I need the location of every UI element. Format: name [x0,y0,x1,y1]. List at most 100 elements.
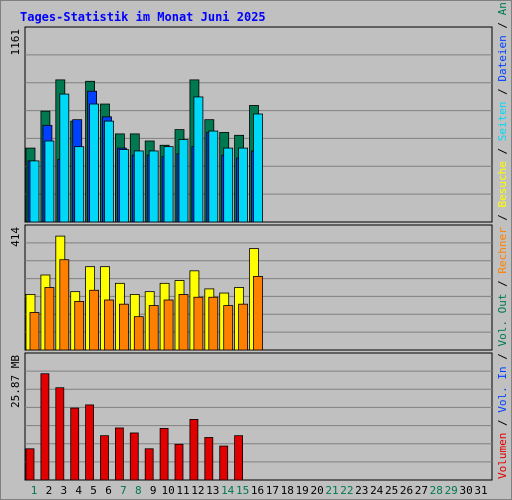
x-tick-label: 29 [445,484,458,497]
right-legend: Volumen / Vol. In / Vol. Out / Rechner /… [496,1,509,479]
bar-dateien [133,150,144,223]
bar-rechner [208,296,219,351]
panel-3: 25.87 MB [9,352,493,481]
x-tick-label: 28 [430,484,443,497]
bar-volumen [40,373,50,481]
x-tick-label: 7 [120,484,127,497]
legend-item: Volumen [496,433,509,479]
legend-item: / [496,347,509,367]
legend-item: / [496,207,509,227]
legend-item: / [496,274,509,294]
bar-rechner [163,299,174,351]
bar-volumen [234,435,244,481]
bar-dateien [148,150,159,223]
bar-rechner [104,299,114,351]
bar-volumen [204,437,214,481]
x-tick-label: 4 [75,484,82,497]
bar-volumen [174,443,184,481]
x-tick-label: 24 [370,484,384,497]
x-tick-label: 15 [236,484,249,497]
x-tick-label: 12 [191,484,204,497]
x-tick-label: 6 [105,484,112,497]
x-tick-label: 16 [251,484,264,497]
x-tick-label: 14 [221,484,235,497]
bar-volumen [115,427,124,481]
legend-item: Vol. Out [496,294,509,347]
bar-rechner [59,259,70,351]
bar-rechner [133,316,144,351]
x-tick-label: 8 [135,484,142,497]
panel-1: 1161 [9,26,493,223]
legend-item: Dateien [496,35,509,81]
x-tick-label: 21 [325,484,338,497]
y-max-label: 414 [9,227,22,247]
x-tick-label: 3 [60,484,67,497]
y-max-label: 1161 [9,29,22,56]
bar-volumen [219,445,229,481]
bar-dateien [253,113,263,223]
x-tick-label: 2 [46,484,53,497]
bar-volumen [100,435,109,481]
x-tick-label: 31 [474,484,487,497]
bar-dateien [74,146,85,223]
panel-box [24,352,493,481]
bar-volumen [159,428,169,481]
x-tick-label: 9 [150,484,157,497]
x-tick-label: 26 [400,484,413,497]
bar-volumen [129,432,139,481]
bar-volumen [70,407,80,481]
bar-rechner [178,294,189,351]
legend-item: / [496,141,509,161]
bar-rechner [238,303,249,351]
bar-dateien [104,120,114,223]
x-tick-label: 10 [161,484,174,497]
bar-dateien [29,160,40,223]
x-tick-label: 25 [385,484,398,497]
bar-rechner [89,289,99,351]
bar-rechner [119,303,129,351]
bar-dateien [59,93,70,223]
chart-title: Tages-Statistik im Monat Juni 2025 [20,10,266,24]
bar-dateien [89,103,99,223]
legend-item: / [496,15,509,35]
chart-panels: 1161 414 25.87 MB [9,26,493,481]
y-max-label: 25.87 MB [9,355,22,408]
x-tick-label: 19 [296,484,309,497]
bar-rechner [29,312,40,351]
panel-2: 414 [9,224,493,351]
x-axis: 1 2 3 4 5 6 7 8 9 10 11 12 13 14 15 16 17 18 19 20 21 22 23 24 2… [31,484,488,497]
bar-rechner [74,300,85,351]
bar-volumen [55,387,65,481]
bar-dateien [238,147,249,223]
legend-item: Anfragen [496,1,509,15]
legend-item: Seiten [496,101,509,141]
bar-dateien [44,140,55,223]
bar-volumen [85,404,94,481]
bar-rechner [223,305,234,351]
bar-volumen [144,448,154,481]
x-tick-label: 23 [355,484,368,497]
legend-text: Volumen / Vol. In / Vol. Out / Rechner /… [496,1,509,479]
bar-rechner [44,287,55,351]
legend-item: Besuche [496,161,509,207]
legend-item: Vol. In [496,366,509,412]
x-tick-label: 27 [415,484,428,497]
x-tick-label: 20 [310,484,323,497]
legend-item: / [496,82,509,102]
bar-rechner [253,275,263,351]
bar-rechner [193,296,204,351]
bar-dateien [208,130,219,223]
x-tick-label: 11 [176,484,189,497]
x-tick-label: 22 [340,484,353,497]
bar-dateien [178,139,189,223]
bar-rechner [148,305,159,351]
bar-volumen [25,448,35,481]
x-tick-label: 1 [31,484,38,497]
bar-dateien [163,146,174,223]
x-tick-label: 30 [459,484,472,497]
x-tick-label: 13 [206,484,219,497]
bar-dateien [223,147,234,223]
legend-item: / [496,413,509,433]
